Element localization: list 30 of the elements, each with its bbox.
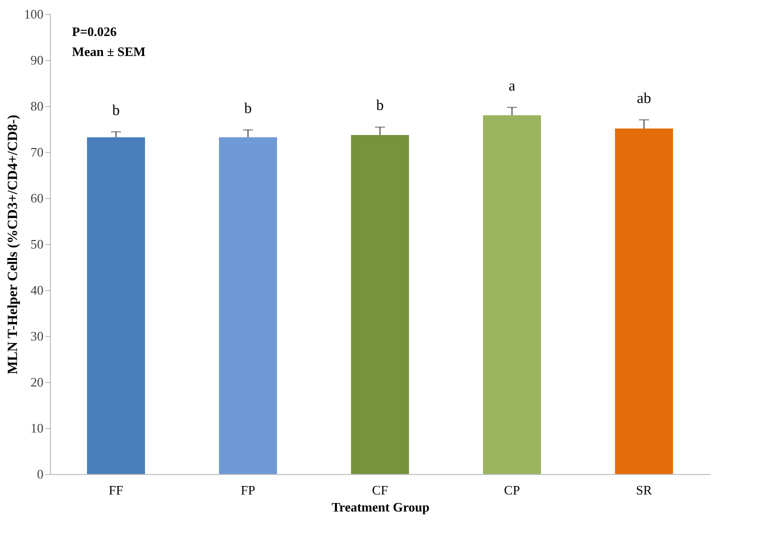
data-label: b [244, 100, 252, 117]
y-tick-label: 40 [30, 282, 44, 298]
bar [351, 134, 409, 474]
y-tick-label: 0 [37, 466, 44, 482]
data-label: b [112, 102, 120, 119]
y-tick-label: 20 [30, 374, 44, 390]
y-tick-label: 30 [30, 328, 44, 344]
bar [87, 137, 145, 474]
data-label: b [376, 98, 384, 114]
y-tick-label: 80 [30, 98, 44, 114]
x-tick-label: FF [108, 482, 124, 498]
x-tick-label: FP [240, 482, 256, 498]
x-tick-label: CP [504, 482, 520, 498]
y-tick-label: 10 [30, 420, 44, 436]
annotation: Mean ± SEM [72, 44, 146, 59]
bar [219, 137, 277, 474]
y-tick-label: 90 [30, 52, 44, 68]
data-label: a [508, 78, 516, 94]
y-tick-label: 60 [30, 190, 44, 206]
bar [615, 128, 673, 474]
data-label: ab [636, 90, 652, 107]
x-axis-title: Treatment Group [332, 500, 430, 514]
y-tick-label: 50 [30, 236, 44, 252]
y-tick-label: 100 [24, 6, 44, 22]
x-tick-label: CF [372, 482, 388, 498]
y-tick-label: 70 [30, 144, 44, 160]
x-tick-label: SR [636, 482, 652, 498]
bar [483, 115, 541, 474]
annotation: P=0.026 [72, 24, 118, 39]
y-axis-title: MLN T-Helper Cells (%CD3+/CD4+/CD8-) [6, 114, 21, 374]
